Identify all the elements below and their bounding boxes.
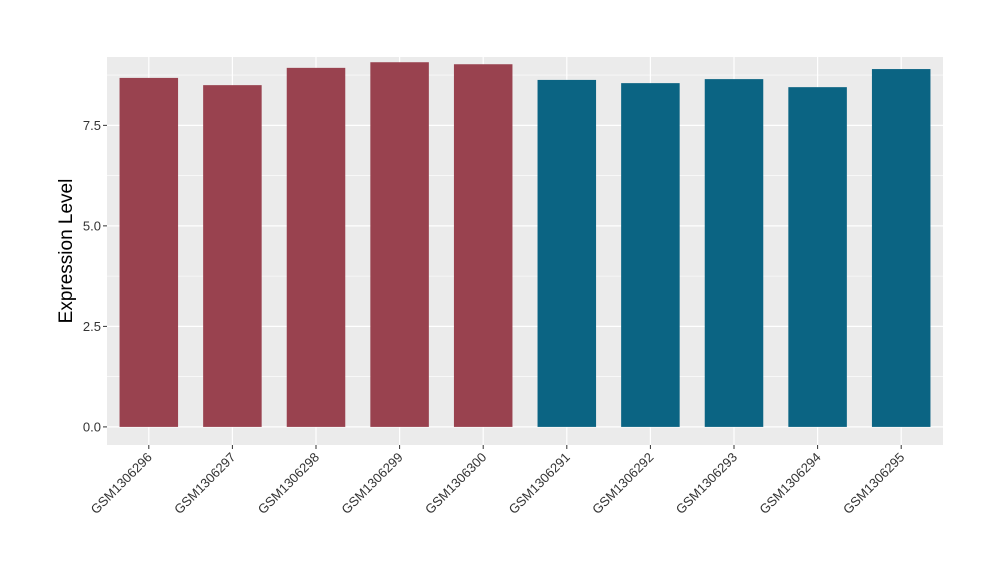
bar-GSM1306292 xyxy=(621,83,680,427)
x-tick-label: GSM1306299 xyxy=(338,450,405,517)
x-tick-label: GSM1306297 xyxy=(171,450,238,517)
bar-GSM1306298 xyxy=(286,67,346,427)
bars xyxy=(119,62,931,427)
x-tick-label: GSM1306291 xyxy=(506,450,573,517)
x-tick-label: GSM1306294 xyxy=(756,450,823,517)
y-tick-label: 5.0 xyxy=(83,218,101,233)
y-axis: 0.0 2.5 5.0 7.5 xyxy=(83,118,107,434)
bar-GSM1306295 xyxy=(871,69,931,427)
y-tick-label: 2.5 xyxy=(83,319,101,334)
bar-GSM1306296 xyxy=(119,77,179,427)
bar-GSM1306294 xyxy=(788,87,847,427)
bar-GSM1306293 xyxy=(704,79,764,427)
bar-GSM1306291 xyxy=(537,79,597,427)
bar-GSM1306300 xyxy=(453,64,513,427)
x-tick-label: GSM1306295 xyxy=(840,450,907,517)
x-axis: GSM1306296 GSM1306297 GSM1306298 GSM1306299… xyxy=(88,445,907,517)
x-tick-label: GSM1306298 xyxy=(255,450,322,517)
bar-GSM1306297 xyxy=(203,85,262,427)
y-axis-title: Expression Level xyxy=(56,179,77,324)
y-tick-label: 7.5 xyxy=(83,118,101,133)
y-tick-label: 0.0 xyxy=(83,419,101,434)
x-tick-label: GSM1306300 xyxy=(422,450,489,517)
bar-GSM1306299 xyxy=(370,62,429,427)
x-tick-label: GSM1306293 xyxy=(673,450,740,517)
x-tick-label: GSM1306296 xyxy=(88,450,155,517)
x-tick-label: GSM1306292 xyxy=(589,450,656,517)
